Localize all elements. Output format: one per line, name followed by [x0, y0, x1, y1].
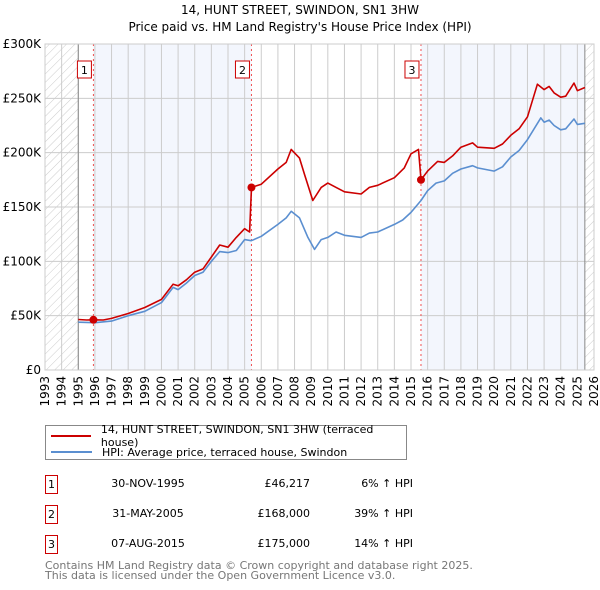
transaction-date: 07-AUG-2015	[111, 537, 185, 550]
legend: 14, HUNT STREET, SWINDON, SN1 3HW (terra…	[45, 423, 407, 460]
x-tick-label: 2020	[487, 376, 501, 407]
x-tick-label: 1998	[121, 376, 135, 407]
transaction-price: £168,000	[257, 507, 311, 520]
y-tick-label: £150K	[3, 200, 43, 214]
x-tick-label: 2017	[437, 376, 451, 407]
y-tick-label: £100K	[3, 254, 43, 268]
chart-title: 14, HUNT STREET, SWINDON, SN1 3HW	[181, 3, 419, 17]
legend-label-property: 14, HUNT STREET, SWINDON, SN1 3HW (terra…	[100, 423, 374, 449]
x-tick-label: 2009	[304, 376, 318, 407]
x-tick-label: 2001	[171, 376, 185, 407]
x-tick-label: 2012	[354, 376, 368, 407]
sale-marker-box	[234, 60, 250, 79]
legend-swatch-hpi	[51, 451, 92, 453]
x-tick-label: 2006	[254, 376, 268, 407]
x-tick-label: 2018	[454, 376, 468, 407]
transaction-hpi: 6% ↑ HPI	[361, 477, 413, 490]
transaction-marker: 1	[45, 475, 58, 494]
x-tick-label: 1996	[88, 376, 102, 407]
y-tick-label: £250K	[3, 91, 43, 105]
sale-marker-label: 2	[239, 64, 246, 77]
sale-marker-box	[76, 60, 92, 79]
transaction-date: 31-MAY-2005	[112, 507, 184, 520]
x-tick-label: 2026	[587, 376, 600, 407]
transaction-hpi: 14% ↑ HPI	[354, 537, 413, 550]
y-tick-label: £0	[26, 363, 41, 377]
hpi-line	[78, 117, 586, 324]
x-tick-label: 2023	[537, 376, 551, 407]
x-tick-label: 1994	[55, 376, 69, 407]
chart-subtitle: Price paid vs. HM Land Registry's House …	[128, 20, 471, 34]
x-tick-label: 2000	[154, 376, 168, 407]
transaction-marker: 2	[45, 505, 58, 524]
x-tick-label: 2004	[221, 376, 235, 407]
x-tick-label: 2005	[238, 376, 252, 407]
x-tick-label: 1993	[38, 376, 52, 407]
legend-item-hpi: HPI: Average price, terraced house, Swin…	[46, 444, 347, 460]
x-tick-label: 1995	[71, 376, 85, 407]
x-tick-label: 2015	[404, 376, 418, 407]
sale-marker-label: 3	[408, 64, 415, 77]
footer-copyright: Contains HM Land Registry data © Crown c…	[45, 559, 473, 572]
y-tick-label: £50K	[10, 309, 42, 323]
plot-border	[44, 43, 595, 371]
x-tick-label: 2019	[471, 376, 485, 407]
property-price-line	[78, 82, 586, 321]
x-tick-label: 1997	[105, 376, 119, 407]
x-tick-label: 2024	[554, 376, 568, 407]
x-tick-label: 2021	[504, 376, 518, 407]
transaction-row: 1 30-NOV-1995 £46,217 6% ↑ HPI	[45, 475, 445, 495]
x-tick-label: 2007	[271, 376, 285, 407]
x-tick-label: 2010	[321, 376, 335, 407]
transaction-price: £46,217	[264, 477, 311, 490]
x-tick-label: 2013	[371, 376, 385, 407]
x-tick-label: 2014	[387, 376, 401, 407]
x-tick-label: 2008	[288, 376, 302, 407]
x-tick-label: 1999	[138, 376, 152, 407]
sale-point	[247, 183, 256, 192]
y-tick-label: £200K	[3, 146, 43, 160]
sale-marker-label: 1	[81, 64, 88, 77]
sale-point	[89, 315, 98, 324]
sale-marker-box	[404, 60, 420, 79]
transaction-row: 3 07-AUG-2015 £175,000 14% ↑ HPI	[45, 535, 445, 555]
transaction-row: 2 31-MAY-2005 £168,000 39% ↑ HPI	[45, 505, 445, 525]
x-tick-label: 2025	[570, 376, 584, 407]
x-tick-label: 2002	[188, 376, 202, 407]
x-tick-label: 2003	[204, 376, 218, 407]
x-tick-label: 2016	[421, 376, 435, 407]
transaction-marker: 3	[45, 535, 58, 554]
transaction-hpi: 39% ↑ HPI	[354, 507, 413, 520]
y-tick-label: £300K	[3, 37, 43, 51]
legend-swatch-property	[51, 435, 91, 437]
transaction-price: £175,000	[257, 537, 311, 550]
x-tick-label: 2022	[520, 376, 534, 407]
price-chart: 14, HUNT STREET, SWINDON, SN1 3HW Price …	[3, 3, 600, 407]
transaction-date: 30-NOV-1995	[111, 477, 185, 490]
legend-label-hpi: HPI: Average price, terraced house, Swin…	[102, 445, 348, 459]
footer-licence: This data is licensed under the Open Gov…	[45, 569, 396, 582]
x-tick-label: 2011	[337, 376, 351, 407]
sale-point	[416, 175, 425, 184]
legend-item-property: 14, HUNT STREET, SWINDON, SN1 3HW (terra…	[46, 423, 406, 449]
